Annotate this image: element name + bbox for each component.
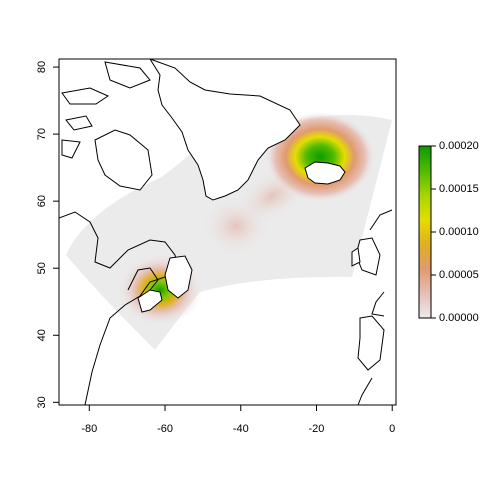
y-tick-label: 80	[36, 61, 48, 73]
gulf-coast-outline	[127, 267, 159, 291]
iceland-coast	[304, 161, 346, 185]
plot-frame	[58, 58, 397, 406]
density-layer	[118, 112, 375, 326]
legend-ticks: 0.00000 0.00005 0.00010 0.00015 0.00020	[431, 140, 479, 324]
france-coast	[371, 291, 385, 317]
y-tick-label: 30	[36, 396, 48, 408]
arctic-island-2	[65, 115, 93, 131]
x-tick-label: -20	[309, 423, 325, 435]
density-hotspot-iceland	[265, 112, 375, 202]
coastlines	[59, 59, 393, 405]
color-legend: 0.00000 0.00005 0.00010 0.00015 0.00020	[418, 140, 479, 324]
africa-coast	[357, 377, 373, 405]
y-tick-label: 60	[36, 195, 48, 207]
x-tick-label: -40	[233, 423, 249, 435]
legend-tick-label: 0.00010	[439, 226, 479, 238]
arctic-island-1	[61, 87, 110, 105]
north-america-coast	[59, 211, 179, 405]
x-tick-label: 0	[389, 423, 395, 435]
ireland-coast	[351, 247, 361, 267]
y-axis: 30 40 50 60 70 80	[36, 61, 59, 408]
y-tick-label: 50	[36, 262, 48, 274]
baffin-island-coast	[94, 129, 153, 191]
y-tick-label: 40	[36, 329, 48, 341]
scandinavia-coast	[369, 209, 393, 231]
y-tick-label: 70	[36, 128, 48, 140]
x-axis: -80 -60 -40 -20 0	[81, 405, 395, 435]
legend-tick-label: 0.00015	[439, 183, 479, 195]
legend-tick-label: 0.00020	[439, 140, 479, 152]
legend-tick-label: 0.00000	[439, 312, 479, 324]
legend-tick-label: 0.00005	[439, 269, 479, 281]
arctic-island-4	[61, 139, 81, 159]
legend-color-bar	[418, 145, 432, 319]
iberia-coast	[357, 315, 385, 371]
arctic-island-3	[104, 61, 151, 89]
greenland-coast	[149, 59, 301, 201]
newfoundland-coast	[164, 255, 193, 299]
x-tick-label: -80	[81, 423, 97, 435]
x-tick-label: -60	[157, 423, 173, 435]
